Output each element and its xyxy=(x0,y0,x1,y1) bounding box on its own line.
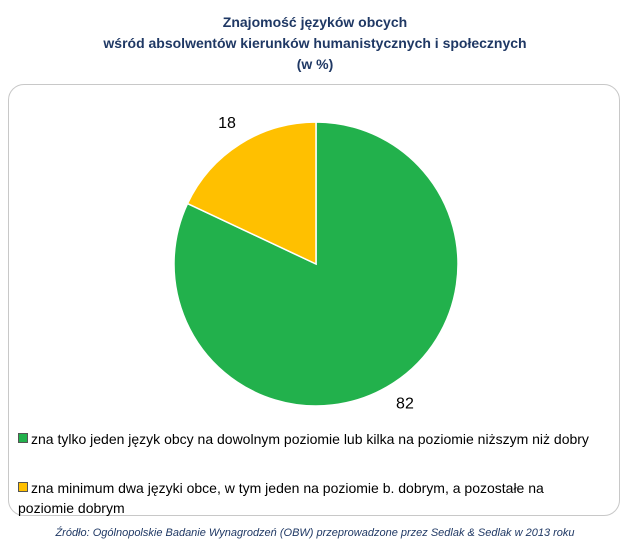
legend-label-two-languages-line-2: poziomie dobrym xyxy=(18,500,125,516)
source-note: Źródło: Ogólnopolskie Badanie Wynagrodze… xyxy=(55,527,575,539)
data-label-1: 82 xyxy=(396,395,414,412)
chart-title-line-3: (w %) xyxy=(296,56,334,72)
chart-title-line-1: Znajomość języków obcych xyxy=(222,14,408,30)
chart-title-line-2: wśród absolwentów kierunków humanistyczn… xyxy=(103,35,527,51)
chart-title: Znajomość języków obcych wśród absolwent… xyxy=(0,12,630,75)
pie-slice-2 xyxy=(186,121,317,266)
data-label-2: 18 xyxy=(218,115,236,132)
legend-label-one-language: zna tylko jeden język obcy na dowolnym p… xyxy=(31,431,589,447)
legend-item-two-languages: zna minimum dwa języki obce, w tym jeden… xyxy=(18,478,618,518)
legend-label-two-languages-line-1: zna minimum dwa języki obce, w tym jeden… xyxy=(31,480,544,496)
legend-swatch-green xyxy=(18,433,28,443)
legend-item-one-language: zna tylko jeden język obcy na dowolnym p… xyxy=(18,429,618,449)
legend-swatch-yellow xyxy=(18,482,28,492)
